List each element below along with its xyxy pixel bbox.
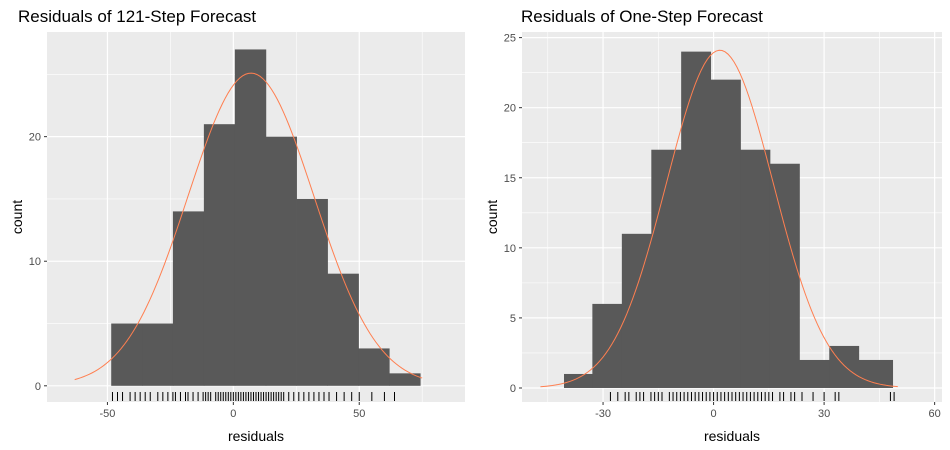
y-axis-label: count [484,200,500,234]
y-tick-labels: 0 10 20 [29,132,47,393]
x-tick-label: -30 [595,408,611,420]
x-tick-label: 0 [230,408,236,420]
histogram-bar [592,303,623,388]
chart-121-step: Residuals of 121-Step Forecast -50 0 50 0 1… [9,7,465,444]
chart-title: Residuals of One-Step Forecast [521,7,763,26]
rug-marks [609,392,895,401]
x-axis-label: residuals [704,428,760,444]
histogram-bar [265,136,297,386]
rug-marks [111,392,395,401]
histogram-bar [651,149,682,388]
y-tick-label: 0 [510,383,516,395]
x-tick-labels: -50 0 50 [99,402,365,420]
histogram-bar [389,373,421,386]
y-tick-label: 5 [510,313,516,325]
density-curve [540,49,898,388]
histogram-bar [234,49,267,386]
histogram-bars [111,49,421,386]
histogram-bars [564,51,894,388]
x-axis-label: residuals [228,428,284,444]
histogram-bar [296,198,328,386]
y-tick-label: 25 [504,33,516,45]
histogram-bar [142,323,174,386]
histogram-bar [564,373,593,388]
normal-density-line [540,49,898,388]
normal-density-line [74,72,423,381]
y-tick-label: 10 [504,243,516,255]
histogram-bar [740,149,771,388]
y-axis-label: count [9,200,25,234]
y-tick-label: 0 [35,381,41,393]
histogram-bar [358,348,390,386]
histogram-bar [681,51,712,388]
histogram-bar [710,79,741,388]
y-tick-label: 15 [504,173,516,185]
x-tick-label: 30 [818,408,830,420]
histogram-bar [769,163,800,388]
histogram-bar [829,345,860,388]
chart-title: Residuals of 121-Step Forecast [18,7,256,26]
chart-one-step: Residuals of One-Step Forecast -30 0 30 60 … [484,7,942,444]
histogram-bar [799,359,830,388]
histogram-bar [858,359,894,388]
y-tick-label: 20 [504,103,516,115]
y-tick-label: 10 [29,256,41,268]
histogram-bar [203,124,236,386]
y-tick-labels: 0 5 10 15 20 25 [504,33,522,395]
x-tick-label: 60 [929,408,941,420]
density-curve [74,72,423,381]
histogram-bar [621,233,652,388]
x-tick-label: 50 [353,408,365,420]
histogram-bar [111,323,143,386]
grid [522,32,942,402]
x-tick-label: -50 [99,408,115,420]
histogram-bar [172,211,205,386]
x-tick-labels: -30 0 30 60 [595,402,941,420]
histogram-bar [327,273,359,386]
y-tick-label: 20 [29,132,41,144]
x-tick-label: 0 [711,408,717,420]
